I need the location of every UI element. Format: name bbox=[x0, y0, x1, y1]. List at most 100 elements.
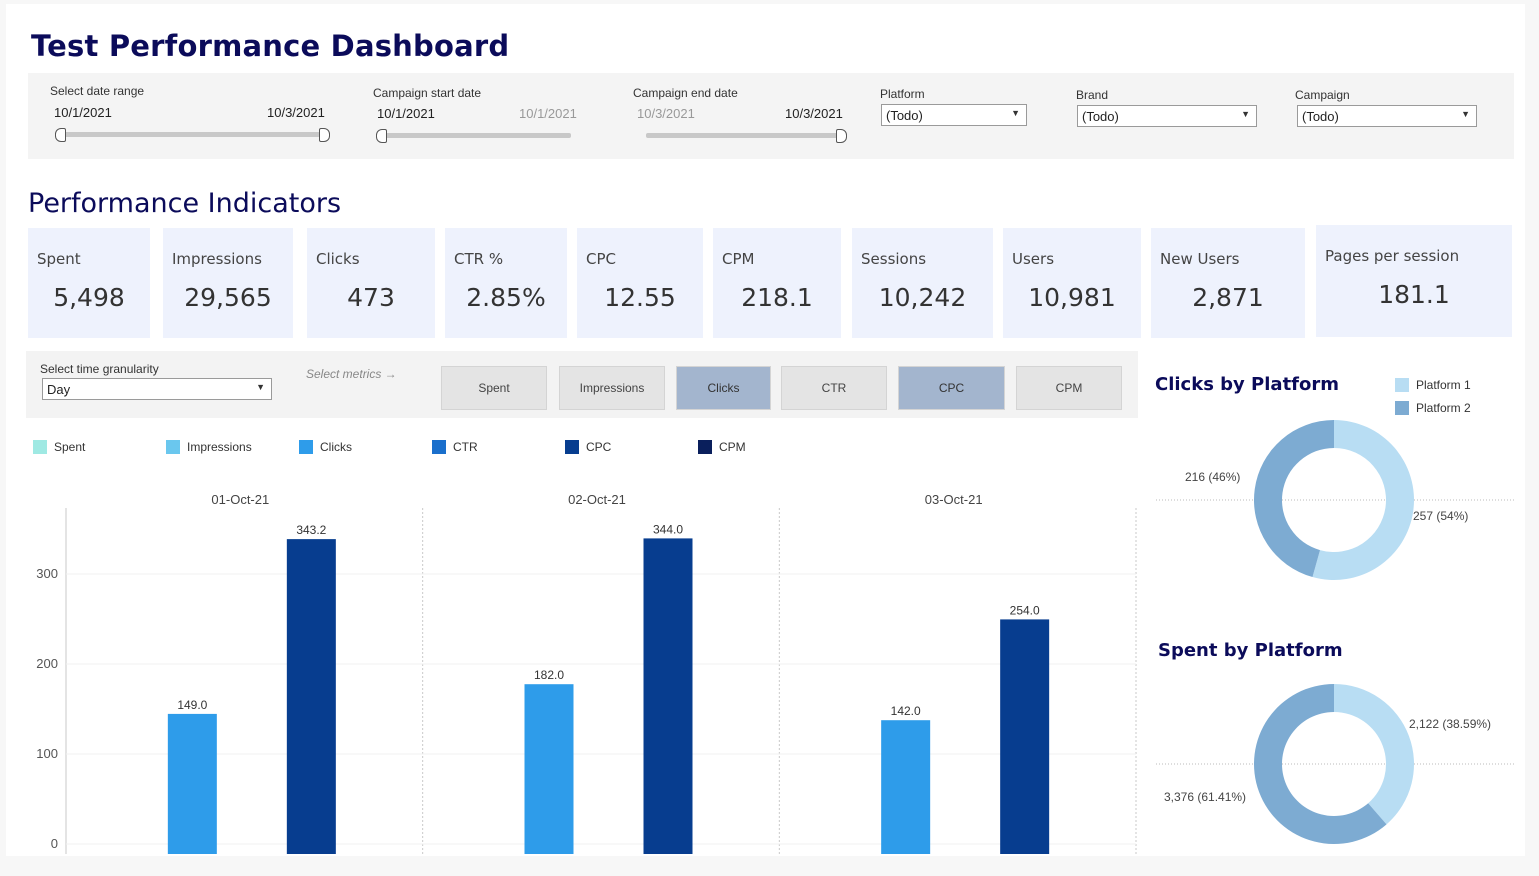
kpi-value: 2.85% bbox=[466, 283, 546, 312]
metric-controls: Select time granularity Day ▼ Select met… bbox=[26, 351, 1138, 418]
campaign-end-label: Campaign end date bbox=[633, 86, 738, 100]
metric-button-clicks[interactable]: Clicks bbox=[676, 366, 771, 410]
kpi-card-cpm: CPM 218.1 bbox=[713, 228, 841, 338]
campaign-start-handle[interactable] bbox=[376, 129, 387, 143]
campaign-select-value: (Todo) bbox=[1302, 109, 1339, 124]
campaign-end-value: 10/3/2021 bbox=[785, 106, 843, 121]
legend-label: Clicks bbox=[320, 440, 352, 454]
date-range-end-handle[interactable] bbox=[319, 128, 330, 142]
legend-label: CTR bbox=[453, 440, 478, 454]
legend-item-cpm: CPM bbox=[698, 440, 746, 454]
legend-swatch bbox=[1395, 378, 1409, 392]
bar-clicks bbox=[167, 713, 217, 854]
campaign-end-min: 10/3/2021 bbox=[637, 106, 695, 121]
bar-chart: 0 100 200 300 01-Oct-21 149.0 343.2 02-Oct-21 18… bbox=[36, 492, 1137, 854]
legend-item-impressions: Impressions bbox=[166, 440, 252, 454]
platform-select-value: (Todo) bbox=[886, 108, 923, 123]
brand-label: Brand bbox=[1076, 88, 1109, 102]
clicks-donut bbox=[1156, 420, 1514, 580]
bar-data-label: 182.0 bbox=[534, 668, 564, 682]
section-title: Performance Indicators bbox=[28, 188, 342, 219]
campaign-label: Campaign bbox=[1295, 88, 1350, 102]
granularity-select-value: Day bbox=[47, 382, 71, 397]
kpi-label: Users bbox=[1012, 250, 1055, 268]
metric-button-cpc[interactable]: CPC bbox=[898, 366, 1005, 410]
brand-select[interactable]: (Todo) ▼ bbox=[1077, 105, 1257, 127]
chevron-down-icon: ▼ bbox=[1241, 109, 1250, 119]
y-tick-label: 0 bbox=[51, 836, 58, 851]
donut-slice-platform-2 bbox=[1254, 684, 1387, 844]
legend-label: CPM bbox=[719, 440, 746, 454]
clicks-by-platform-title: Clicks by Platform bbox=[1155, 374, 1339, 395]
spent-by-platform-title: Spent by Platform bbox=[1158, 640, 1343, 661]
kpi-card-ctr: CTR % 2.85% bbox=[445, 228, 567, 338]
kpi-card-pages-per-session: Pages per session 181.1 bbox=[1316, 225, 1512, 337]
metric-button-impressions[interactable]: Impressions bbox=[559, 366, 665, 410]
kpi-card-clicks: Clicks 473 bbox=[307, 228, 435, 338]
legend-swatch bbox=[1395, 401, 1409, 415]
dashboard-title: Test Performance Dashboard bbox=[31, 29, 510, 63]
legend-label: Platform 2 bbox=[1416, 401, 1471, 415]
legend-label: Platform 1 bbox=[1416, 378, 1471, 392]
kpi-card-spent: Spent 5,498 bbox=[28, 228, 150, 338]
bar-data-label: 149.0 bbox=[177, 698, 207, 712]
platform-select[interactable]: (Todo) ▼ bbox=[881, 104, 1027, 126]
y-tick-label: 300 bbox=[36, 566, 58, 581]
dashboard-page: Test Performance Dashboard Select date r… bbox=[6, 4, 1525, 856]
kpi-label: Impressions bbox=[172, 250, 262, 268]
clicks-slice-label-platform-1: 257 (54%) bbox=[1413, 509, 1469, 523]
kpi-value: 473 bbox=[347, 283, 395, 312]
campaign-end-handle[interactable] bbox=[836, 129, 847, 143]
bar-clicks bbox=[881, 720, 931, 854]
kpi-label: CPC bbox=[586, 250, 616, 268]
kpi-label: Clicks bbox=[316, 250, 360, 268]
kpi-card-cpc: CPC 12.55 bbox=[577, 228, 703, 338]
kpi-card-new-users: New Users 2,871 bbox=[1151, 228, 1305, 338]
metric-button-cpm[interactable]: CPM bbox=[1016, 366, 1122, 410]
legend-swatch bbox=[299, 440, 313, 454]
kpi-card-sessions: Sessions 10,242 bbox=[852, 228, 993, 338]
legend-swatch bbox=[432, 440, 446, 454]
x-category-label: 02-Oct-21 bbox=[568, 492, 626, 507]
kpi-value: 181.1 bbox=[1378, 280, 1450, 309]
kpi-label: New Users bbox=[1160, 250, 1240, 268]
spent-donut bbox=[1156, 684, 1514, 844]
legend-swatch bbox=[698, 440, 712, 454]
donut-slice-platform-1 bbox=[1312, 420, 1414, 580]
date-range-start-handle[interactable] bbox=[55, 128, 66, 142]
x-category-label: 01-Oct-21 bbox=[211, 492, 269, 507]
kpi-label: CPM bbox=[722, 250, 755, 268]
metric-button-ctr[interactable]: CTR bbox=[781, 366, 887, 410]
kpi-label: Spent bbox=[37, 250, 81, 268]
campaign-select[interactable]: (Todo) ▼ bbox=[1297, 105, 1477, 127]
legend-item-ctr: CTR bbox=[432, 440, 478, 454]
y-tick-label: 200 bbox=[36, 656, 58, 671]
chevron-down-icon: ▼ bbox=[1011, 108, 1020, 118]
donut-slice-platform-2 bbox=[1254, 420, 1334, 578]
bar-clicks bbox=[524, 684, 574, 854]
campaign-end-track[interactable] bbox=[646, 133, 839, 138]
donut-slice-platform-1 bbox=[1334, 684, 1414, 825]
granularity-select[interactable]: Day ▼ bbox=[42, 378, 272, 400]
legend-label: Impressions bbox=[187, 440, 252, 454]
platform-legend-2: Platform 2 bbox=[1395, 401, 1471, 415]
legend-swatch bbox=[33, 440, 47, 454]
legend-swatch bbox=[166, 440, 180, 454]
granularity-label: Select time granularity bbox=[40, 362, 159, 376]
legend-item-cpc: CPC bbox=[565, 440, 611, 454]
legend-label: Spent bbox=[54, 440, 86, 454]
chevron-down-icon: ▼ bbox=[256, 382, 265, 392]
campaign-start-value: 10/1/2021 bbox=[377, 106, 435, 121]
kpi-card-impressions: Impressions 29,565 bbox=[163, 228, 293, 338]
campaign-start-track[interactable] bbox=[384, 133, 571, 138]
kpi-label: Sessions bbox=[861, 250, 927, 268]
date-range-track[interactable] bbox=[62, 132, 320, 137]
x-category-label: 03-Oct-21 bbox=[925, 492, 983, 507]
platform-legend-1: Platform 1 bbox=[1395, 378, 1471, 392]
bar-data-label: 344.0 bbox=[653, 522, 683, 536]
date-range-label: Select date range bbox=[50, 84, 145, 98]
bar-cpc bbox=[1000, 619, 1050, 854]
kpi-value: 29,565 bbox=[184, 283, 272, 312]
kpi-value: 10,981 bbox=[1028, 283, 1116, 312]
metric-button-spent[interactable]: Spent bbox=[441, 366, 547, 410]
